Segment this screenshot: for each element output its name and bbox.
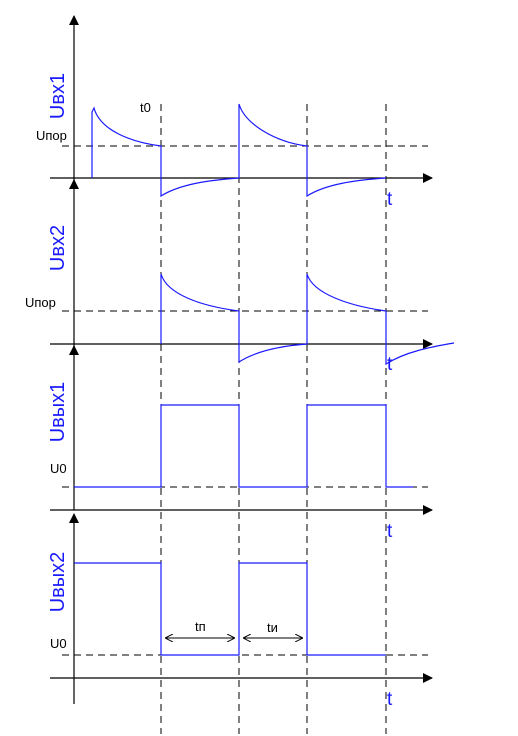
t0-label: t0 — [140, 100, 151, 115]
u0-label-1: U0 — [50, 461, 67, 476]
plot-output-2: U0 Uвых2 t tп tи — [47, 513, 433, 710]
input-1-signal — [91, 103, 387, 198]
plot-input-2: Uпор Uвх2 t — [25, 179, 455, 375]
y-axis-label-4: Uвых2 — [47, 552, 69, 613]
y-axis-label-2: Uвх2 — [47, 225, 69, 271]
input-2-signal — [160, 273, 455, 366]
y-axis-label-1: Uвх1 — [47, 73, 69, 119]
pulse-interval-label: tи — [267, 620, 278, 635]
time-markers — [160, 104, 387, 734]
x-axis-label-3: t — [387, 521, 393, 542]
threshold-label-2: Uпор — [25, 295, 56, 310]
output-1-signal — [74, 404, 413, 488]
x-axis-label-2: t — [387, 354, 393, 375]
plot-output-1: U0 Uвых1 t — [47, 345, 433, 542]
threshold-label-1: Uпор — [36, 128, 67, 143]
x-axis-label-4: t — [387, 689, 393, 710]
output-2-signal — [74, 562, 386, 656]
pause-interval-label: tп — [195, 619, 206, 634]
x-axis-label-1: t — [387, 189, 393, 210]
u0-label-2: U0 — [50, 636, 67, 651]
plot-input-1: Uпор Uвх1 t t0 — [36, 15, 433, 210]
y-axis-label-3: Uвых1 — [47, 382, 69, 443]
